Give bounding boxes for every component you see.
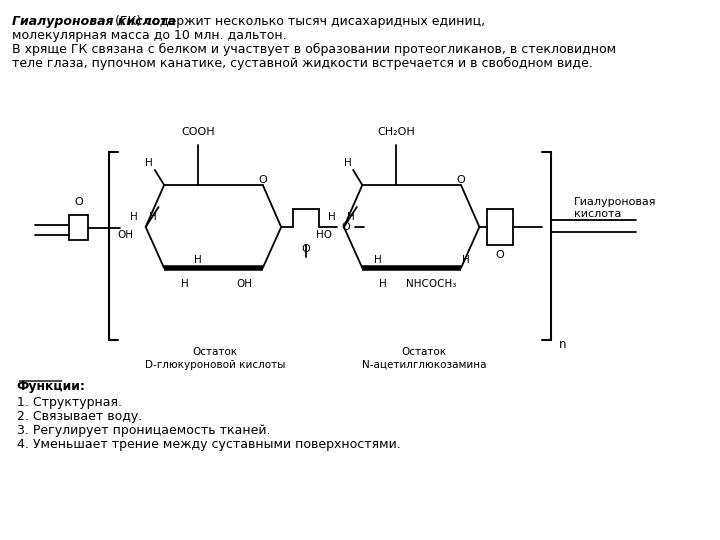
Text: O: O	[302, 244, 310, 254]
Text: 4. Уменьшает трение между суставными поверхностями.: 4. Уменьшает трение между суставными пов…	[17, 438, 400, 451]
Text: Остаток: Остаток	[402, 347, 446, 357]
Text: n: n	[559, 338, 566, 351]
Text: O: O	[456, 175, 465, 185]
Text: O: O	[341, 222, 350, 232]
Text: Гиалуроновая
кислота: Гиалуроновая кислота	[575, 197, 657, 219]
Text: молекулярная масса до 10 млн. дальтон.: молекулярная масса до 10 млн. дальтон.	[12, 29, 287, 42]
Text: 3. Регулирует проницаемость тканей.: 3. Регулирует проницаемость тканей.	[17, 424, 270, 437]
Text: (ГК) содержит несколько тысяч дисахаридных единиц,: (ГК) содержит несколько тысяч дисахаридн…	[111, 15, 485, 28]
Text: 1. Структурная.: 1. Структурная.	[17, 396, 122, 409]
Text: H: H	[130, 212, 138, 222]
Text: Функции:: Функции:	[17, 380, 86, 393]
Text: H: H	[145, 158, 153, 168]
Text: H: H	[379, 279, 387, 289]
Text: теле глаза, пупочном канатике, суставной жидкости встречается и в свободном виде: теле глаза, пупочном канатике, суставной…	[12, 57, 593, 70]
Text: N-ацетилглюкозамина: N-ацетилглюкозамина	[362, 360, 486, 370]
Text: OH: OH	[117, 230, 133, 240]
Text: HO: HO	[315, 230, 332, 240]
Text: COOH: COOH	[181, 127, 215, 137]
Text: Гиалуроновая кислота: Гиалуроновая кислота	[12, 15, 176, 28]
Text: H: H	[149, 212, 157, 222]
Text: O: O	[495, 250, 504, 260]
Text: H: H	[328, 212, 336, 222]
Text: CH₂OH: CH₂OH	[377, 127, 415, 137]
Text: 2. Связывает воду.: 2. Связывает воду.	[17, 410, 142, 423]
Text: OH: OH	[236, 279, 252, 289]
Text: O: O	[258, 175, 267, 185]
Text: H: H	[181, 279, 188, 289]
Text: NHCOCH₃: NHCOCH₃	[406, 279, 456, 289]
Text: H: H	[347, 212, 355, 222]
Text: O: O	[74, 197, 83, 207]
Text: В хряще ГК связана с белком и участвует в образовании протеогликанов, в стеклови: В хряще ГК связана с белком и участвует …	[12, 43, 616, 56]
Text: D-глюкуроновой кислоты: D-глюкуроновой кислоты	[145, 360, 285, 370]
Text: H: H	[194, 255, 202, 265]
Text: H: H	[462, 255, 469, 265]
Text: H: H	[374, 255, 382, 265]
Text: Остаток: Остаток	[192, 347, 238, 357]
Text: H: H	[343, 158, 351, 168]
